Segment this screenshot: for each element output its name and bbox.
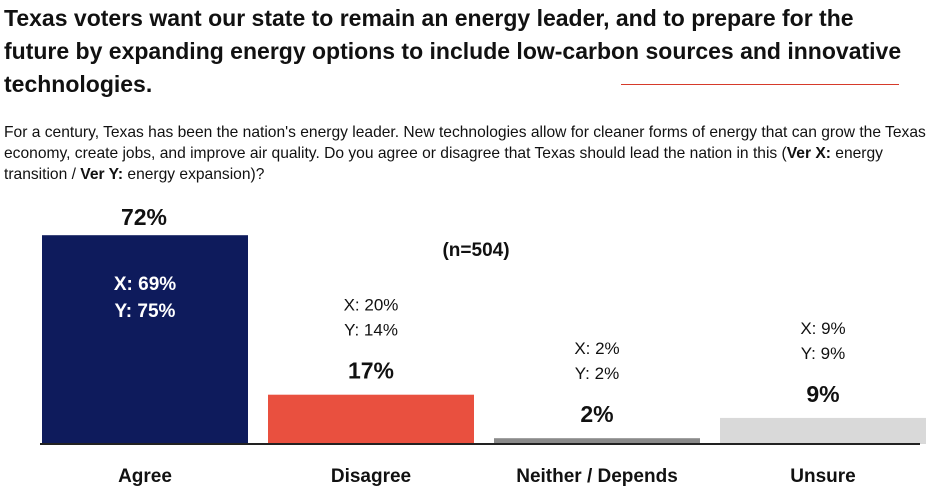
category-label-neither-depends: Neither / Depends [516,466,678,487]
title-underline [621,84,899,85]
sample-size-label: (n=504) [442,240,509,261]
category-label-unsure: Unsure [790,466,855,487]
version-y-label: Ver Y: [80,166,124,183]
bar-neither-depends [494,438,700,444]
version-y-text: energy expansion)? [123,166,265,183]
value-label-agree: 72% [121,204,167,230]
version-x-label: Ver X: [786,145,831,162]
bar-chart: (n=504) Agree 72% X: 69% Y: 75% Disagree 17% Y… [40,204,926,487]
bar-agree [42,235,248,444]
bar-unsure [720,417,926,444]
split-x-label-unsure: X: 9% [800,319,845,338]
split-x-label-disagree: X: 20% [344,296,399,315]
value-label-neither-depends: 2% [580,401,613,427]
question-text: For a century, Texas has been the nation… [4,122,929,185]
split-x-label-neither-depends: X: 2% [574,339,619,358]
category-label-agree: Agree [118,466,172,487]
bars-group [42,235,926,444]
split-y-label-neither-depends: Y: 2% [575,364,619,383]
value-label-unsure: 9% [806,381,839,407]
value-label-disagree: 17% [348,358,394,384]
bar-disagree [268,394,474,444]
chart-title: Texas voters want our state to remain an… [4,5,902,97]
question-lead: For a century, Texas has been the nation… [4,124,926,162]
labels-group: Agree 72% X: 69% Y: 75% Disagree 17% Y: 14% X: … [114,204,856,487]
split-y-label-agree: Y: 75% [115,301,176,322]
version-x-text: energy transition / [4,145,883,183]
split-y-label-unsure: Y: 9% [801,344,845,363]
split-x-label-agree: X: 69% [114,274,176,295]
category-label-disagree: Disagree [331,466,411,487]
split-y-label-disagree: Y: 14% [344,321,398,340]
